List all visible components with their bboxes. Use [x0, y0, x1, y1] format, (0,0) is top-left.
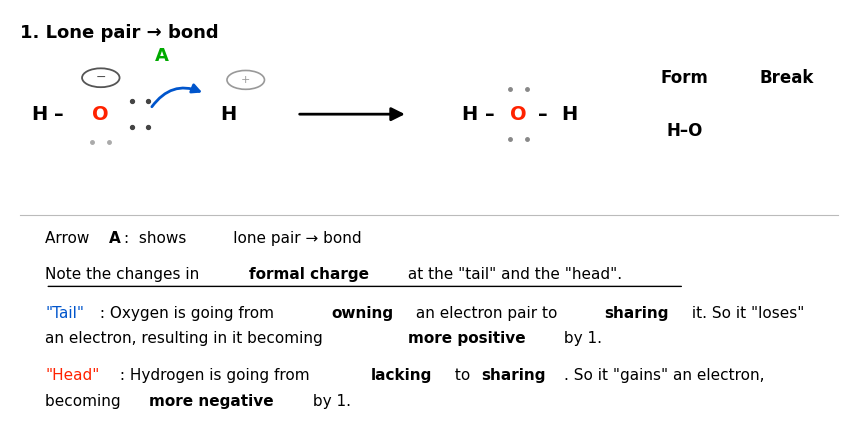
Text: an electron pair to: an electron pair to — [411, 306, 562, 321]
Text: Note the changes in: Note the changes in — [45, 267, 204, 282]
Text: –: – — [486, 105, 495, 124]
Text: −: − — [95, 71, 106, 84]
Text: "Tail": "Tail" — [45, 306, 84, 321]
Text: H: H — [561, 105, 577, 124]
Text: lone pair → bond: lone pair → bond — [203, 231, 361, 246]
Text: an electron, resulting in it becoming: an electron, resulting in it becoming — [45, 332, 328, 346]
Text: lacking: lacking — [371, 368, 432, 383]
Text: A: A — [155, 47, 169, 66]
Text: formal charge: formal charge — [250, 267, 370, 282]
Text: H: H — [31, 105, 47, 124]
Text: . So it "gains" an electron,: . So it "gains" an electron, — [565, 368, 765, 383]
Text: to: to — [450, 368, 474, 383]
Text: A: A — [108, 231, 120, 246]
Text: :  shows: : shows — [124, 231, 186, 246]
Text: O: O — [93, 105, 109, 124]
Text: Form: Form — [661, 69, 709, 87]
Text: "Head": "Head" — [45, 368, 100, 383]
Text: Arrow: Arrow — [45, 231, 94, 246]
Text: more positive: more positive — [408, 332, 525, 346]
Text: H: H — [462, 105, 478, 124]
Text: H: H — [221, 105, 237, 124]
Text: H–O: H–O — [667, 122, 703, 140]
Text: : Hydrogen is going from: : Hydrogen is going from — [115, 368, 315, 383]
Text: +: + — [241, 75, 251, 85]
Text: by 1.: by 1. — [308, 394, 352, 408]
Text: –: – — [54, 105, 63, 124]
Text: it. So it "loses": it. So it "loses" — [687, 306, 805, 321]
Text: –: – — [538, 105, 547, 124]
Text: becoming: becoming — [45, 394, 126, 408]
Text: O: O — [511, 105, 527, 124]
Text: at the "tail" and the "head".: at the "tail" and the "head". — [403, 267, 622, 282]
Text: sharing: sharing — [605, 306, 669, 321]
Text: by 1.: by 1. — [559, 332, 601, 346]
Text: owning: owning — [331, 306, 393, 321]
Text: more negative: more negative — [148, 394, 273, 408]
Text: sharing: sharing — [481, 368, 547, 383]
Text: : Oxygen is going from: : Oxygen is going from — [95, 306, 279, 321]
Text: 1. Lone pair → bond: 1. Lone pair → bond — [20, 24, 219, 42]
Text: Break: Break — [760, 69, 814, 87]
